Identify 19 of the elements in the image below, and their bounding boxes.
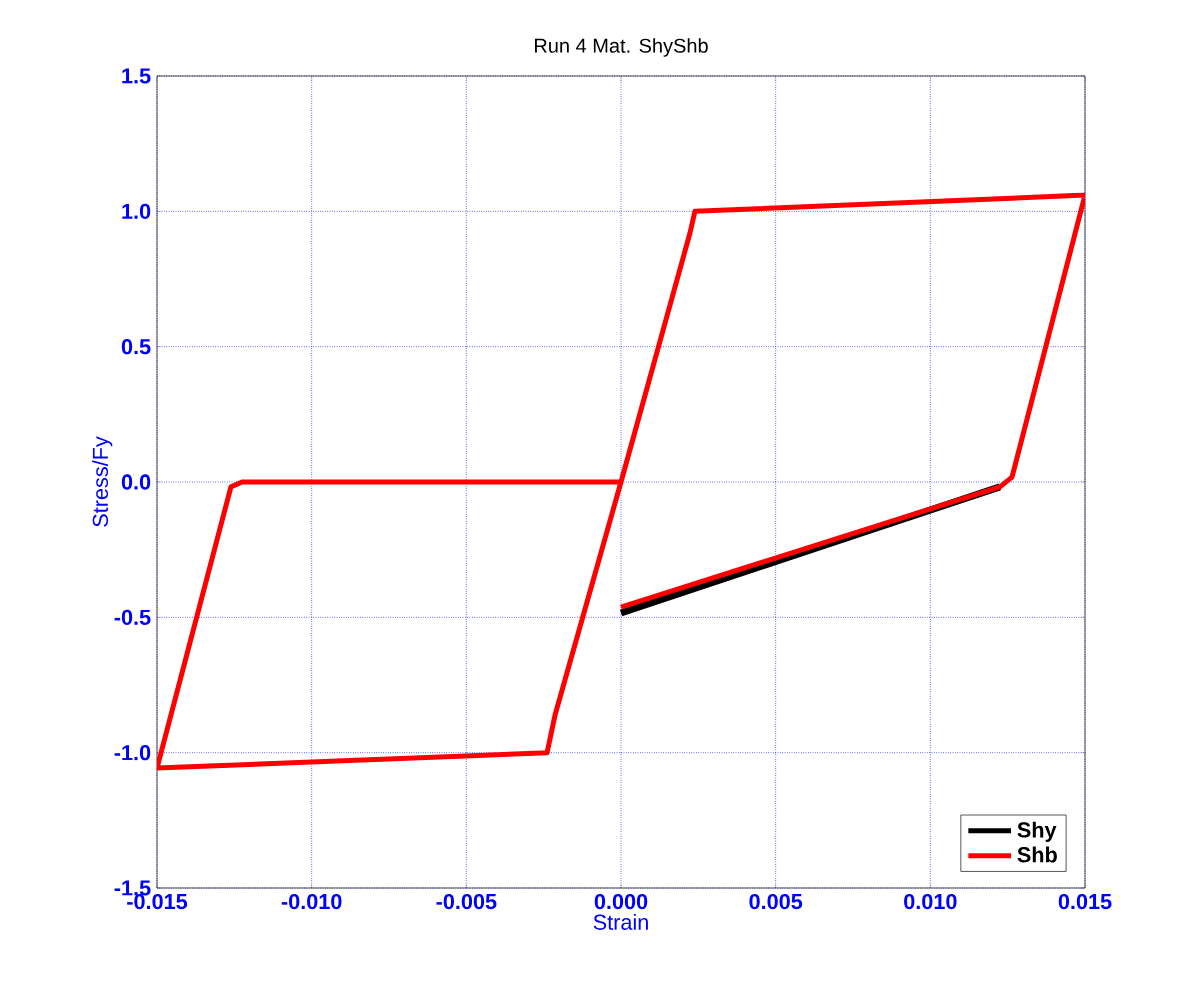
x-tick-label: -0.005 (436, 893, 497, 910)
y-tick-label: 0.0 (121, 474, 151, 490)
x-axis-title: Strain (593, 914, 648, 930)
y-tick-label: -1.5 (114, 880, 151, 896)
legend-label: Shb (1017, 846, 1057, 863)
y-tick-label: -0.5 (114, 609, 151, 625)
y-tick-label: 1.0 (122, 203, 151, 219)
x-tick-label: 0.005 (749, 893, 803, 910)
x-tick-label: -0.010 (281, 893, 342, 910)
y-tick-label: 1.5 (122, 68, 151, 84)
x-tick-label: 0.000 (594, 893, 648, 910)
x-tick-label: 0.015 (1058, 893, 1112, 910)
x-tick-label: 0.010 (904, 893, 957, 910)
y-tick-label: -1.0 (114, 744, 151, 761)
y-tick-label: 0.5 (121, 338, 151, 355)
x-tick-label: -0.015 (127, 893, 188, 910)
chart-title: Run 4 Mat. ShyShb (535, 38, 708, 57)
y-axis-title: Stress/Fy (92, 436, 113, 527)
legend-label: Shy (1017, 821, 1057, 842)
